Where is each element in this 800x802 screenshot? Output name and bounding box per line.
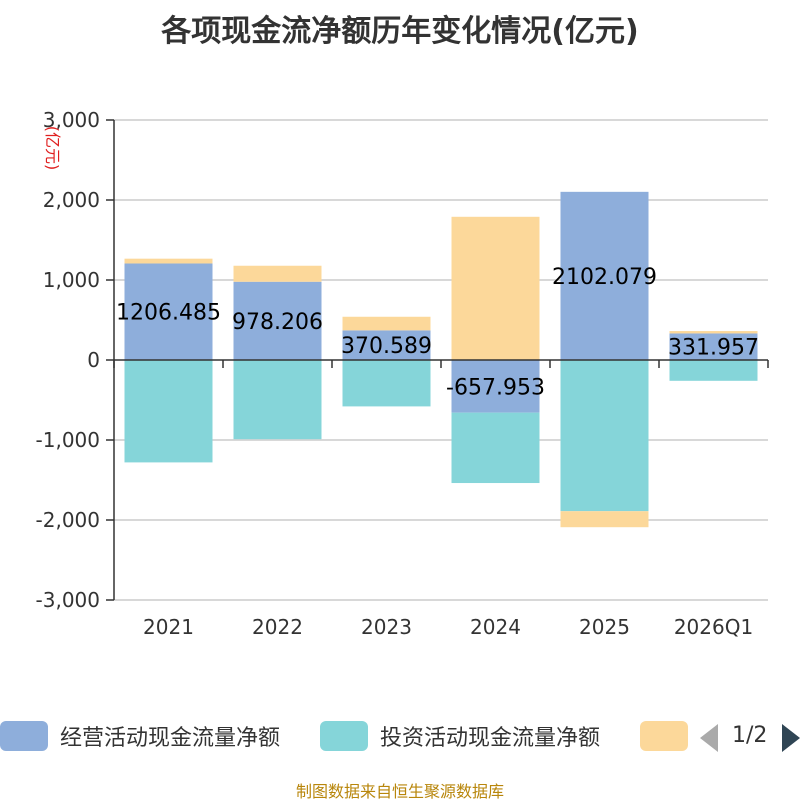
chart-plot: 3,000 2,000 1,000 0 -1,000 -2,000 -3,000 2021 20…	[36, 108, 769, 639]
bar-2021-series-0	[124, 263, 213, 360]
x-tick-label: 2021	[143, 615, 194, 639]
legend: 经营活动现金流量净额 投资活动现金流量净额 1/2	[0, 714, 800, 758]
bar-2023-series-2	[342, 316, 431, 331]
y-tick-label: -3,000	[36, 588, 100, 612]
legend-next-page-icon[interactable]	[782, 724, 800, 752]
x-tick-label: 2026Q1	[674, 615, 753, 639]
x-tick-label: 2024	[470, 615, 521, 639]
legend-item-financing[interactable]	[640, 720, 700, 752]
bar-2026Q1-series-1	[669, 360, 758, 381]
bar-2023-series-0	[342, 330, 431, 360]
legend-label-operating: 经营活动现金流量净额	[60, 726, 281, 751]
y-tick-label: 2,000	[43, 188, 100, 212]
data-label-2021: 1206.485	[116, 301, 221, 326]
bar-2024-series-1	[451, 412, 540, 484]
legend-item-investing[interactable]: 投资活动现金流量净额	[320, 720, 600, 752]
bar-2025-series-0	[560, 191, 649, 360]
y-tick-label: 1,000	[43, 268, 100, 292]
data-label-2026Q1: 331.957	[668, 336, 759, 361]
y-tick-label: 3,000	[43, 108, 100, 132]
legend-swatch-investing	[320, 721, 368, 751]
x-tick-label: 2025	[579, 615, 630, 639]
bar-2021-series-1	[124, 360, 213, 463]
y-tick-label: 0	[87, 348, 100, 372]
legend-label-investing: 投资活动现金流量净额	[380, 726, 601, 751]
legend-swatch-financing	[640, 721, 688, 751]
bar-2026Q1-series-2	[669, 331, 758, 334]
bar-2022-series-1	[233, 360, 322, 440]
data-label-2024: -657.953	[446, 375, 545, 400]
data-label-2023: 370.589	[341, 334, 432, 359]
legend-prev-page-icon[interactable]	[700, 724, 718, 752]
data-label-2022: 978.206	[232, 310, 323, 335]
legend-item-operating[interactable]: 经营活动现金流量净额	[0, 720, 280, 752]
y-tick-label: -1,000	[36, 428, 100, 452]
bar-2022-series-0	[233, 281, 322, 360]
source-note: 制图数据来自恒生聚源数据库	[295, 782, 504, 801]
legend-swatch-operating	[0, 721, 48, 751]
data-label-2025: 2102.079	[552, 265, 657, 290]
bar-2024-series-2	[451, 216, 540, 360]
bar-2024-series-0	[451, 360, 540, 413]
bar-2022-series-2	[233, 265, 322, 282]
bar-2025-series-2	[560, 511, 649, 528]
y-tick-label: -2,000	[36, 508, 100, 532]
chart-title: 各项现金流净额历年变化情况(亿元)	[161, 14, 639, 49]
bar-2023-series-1	[342, 360, 431, 407]
bar-2026Q1-series-0	[669, 333, 758, 360]
bar-2021-series-2	[124, 258, 213, 264]
bar-2025-series-1	[560, 360, 649, 512]
y-axis-label: (亿元)	[43, 126, 62, 171]
x-tick-label: 2023	[361, 615, 412, 639]
legend-page-indicator: 1/2	[732, 723, 768, 748]
x-tick-label: 2022	[252, 615, 303, 639]
